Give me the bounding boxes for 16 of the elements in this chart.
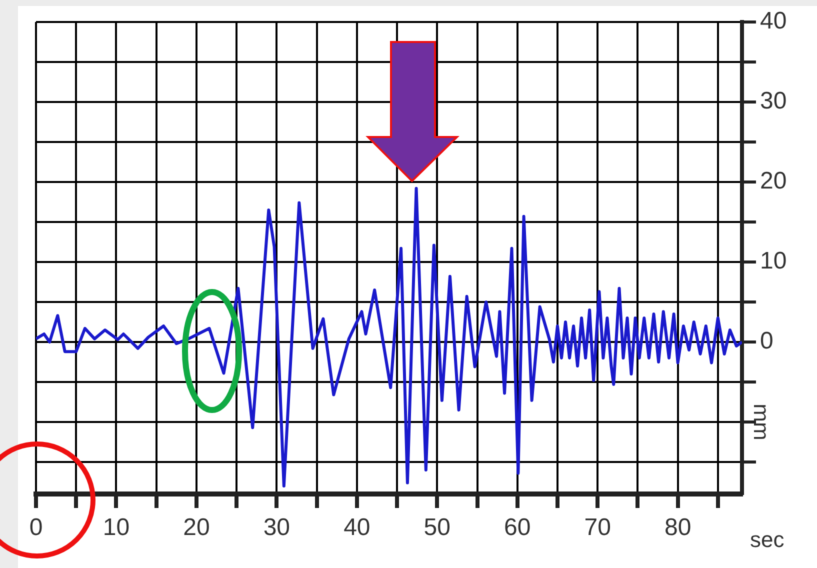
x-axis-title: sec — [750, 527, 784, 552]
x-tick-label: 40 — [344, 514, 370, 542]
y-tick-label: 0 — [760, 328, 774, 355]
x-tick-label: 30 — [263, 514, 290, 542]
x-tick-label: 60 — [504, 514, 531, 542]
x-tick-label: 70 — [584, 514, 611, 542]
x-tick-label: 20 — [183, 514, 210, 542]
y-tick-label: 20 — [760, 168, 787, 195]
y-tick-label: 10 — [760, 248, 787, 275]
x-tick-label: 80 — [664, 514, 692, 542]
y-axis-title: mm — [748, 404, 774, 440]
x-tick-label: 10 — [102, 514, 130, 542]
x-tick-label: 50 — [424, 514, 450, 542]
y-tick-label: 40 — [760, 8, 787, 35]
x-tick-label: 0 — [29, 514, 43, 542]
y-tick-label: 30 — [760, 88, 787, 115]
